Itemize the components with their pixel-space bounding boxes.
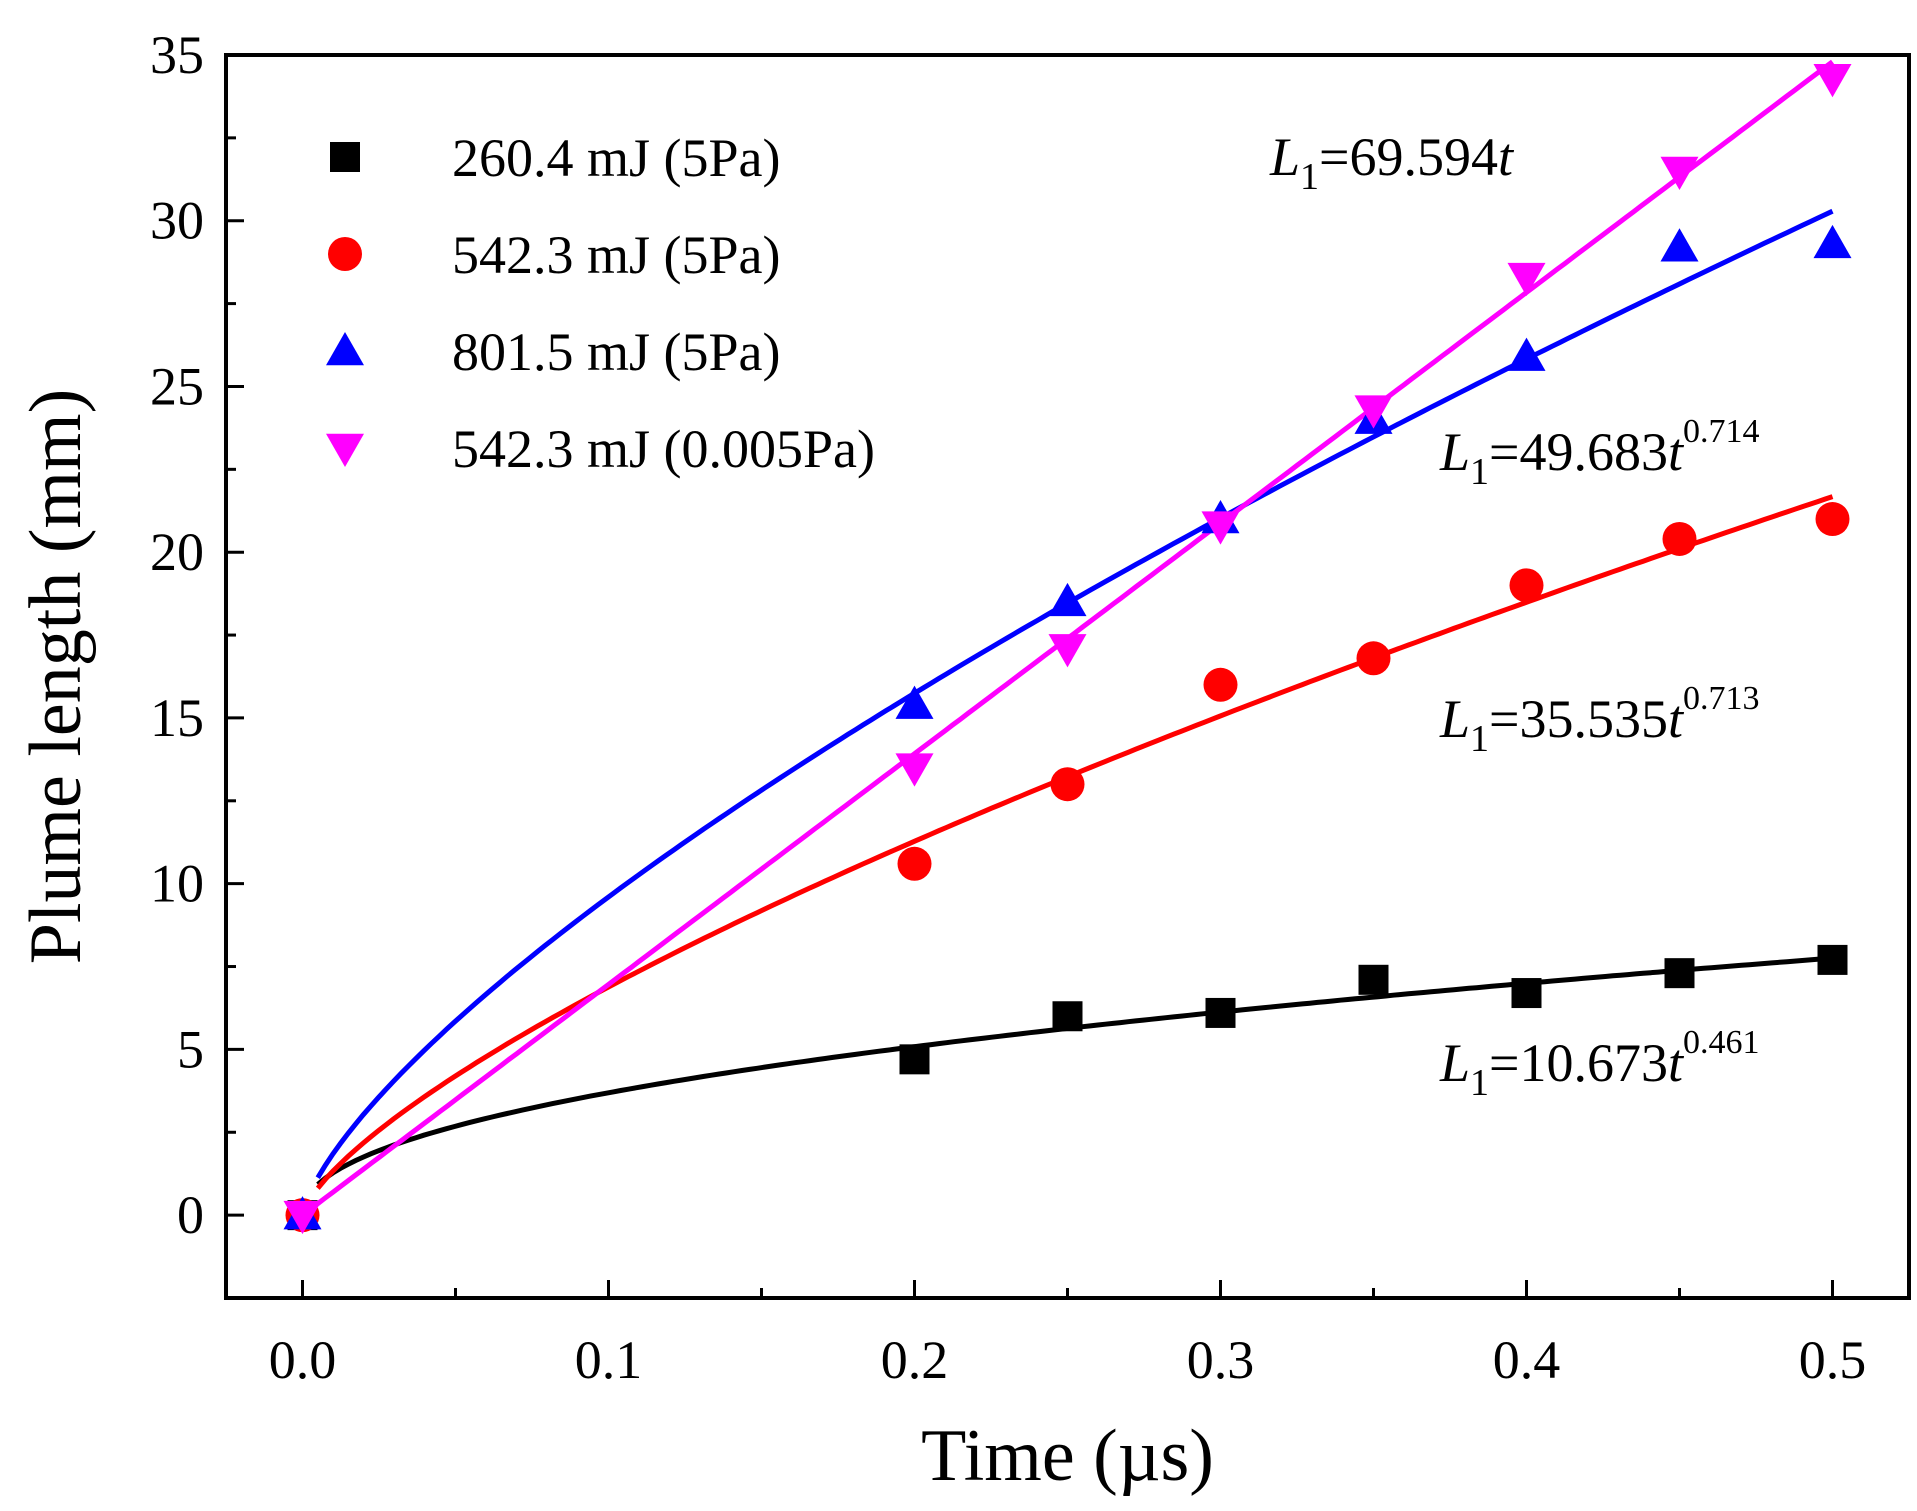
data-point bbox=[899, 1044, 930, 1075]
legend-marker bbox=[326, 332, 364, 366]
data-point bbox=[1813, 224, 1852, 259]
data-point bbox=[1050, 767, 1085, 802]
data-point bbox=[1507, 262, 1546, 297]
data-point bbox=[1201, 511, 1240, 545]
data-point bbox=[1356, 641, 1391, 676]
y-tick-label: 20 bbox=[150, 522, 204, 582]
legend-marker bbox=[326, 433, 364, 467]
fit-equation: L1=49.683t0.714 bbox=[1439, 413, 1760, 493]
legend-label: 260.4 mJ (5Pa) bbox=[452, 128, 780, 188]
fit-equation: L1=10.673t0.461 bbox=[1439, 1024, 1760, 1104]
data-point bbox=[897, 846, 932, 881]
y-tick-label: 0 bbox=[177, 1185, 204, 1245]
x-tick-label: 0.4 bbox=[1493, 1330, 1561, 1390]
x-tick-label: 0.5 bbox=[1799, 1330, 1867, 1390]
data-point bbox=[1660, 228, 1699, 262]
data-point bbox=[283, 1200, 322, 1235]
data-point bbox=[895, 685, 934, 719]
x-tick-label: 0.2 bbox=[881, 1330, 949, 1390]
data-point bbox=[895, 753, 934, 787]
data-point bbox=[1813, 63, 1852, 98]
x-axis-title: Time (µs) bbox=[921, 1415, 1214, 1497]
data-point bbox=[1354, 395, 1393, 429]
legend: 260.4 mJ (5Pa) 542.3 mJ (5Pa) 801.5 mJ (5P… bbox=[326, 128, 875, 479]
y-tick-label: 5 bbox=[177, 1019, 204, 1079]
legend-label: 542.3 mJ (0.005Pa) bbox=[452, 419, 875, 479]
legend-marker bbox=[330, 142, 360, 172]
data-point bbox=[1817, 944, 1848, 975]
x-tick-label: 0.0 bbox=[269, 1330, 337, 1390]
fit-annotations: L1=69.594t L1=49.683t0.714 L1=35.535t0.713… bbox=[1269, 127, 1760, 1104]
fit-equation: L1=69.594t bbox=[1269, 127, 1515, 198]
y-tick-label: 25 bbox=[150, 356, 204, 416]
legend-label: 801.5 mJ (5Pa) bbox=[452, 322, 780, 382]
legend-marker bbox=[328, 237, 362, 271]
y-tick-label: 35 bbox=[150, 25, 204, 85]
data-point bbox=[1203, 667, 1238, 702]
fit-equation: L1=35.535t0.713 bbox=[1439, 680, 1760, 760]
y-tick-label: 15 bbox=[150, 688, 204, 748]
y-tick-label: 30 bbox=[150, 191, 204, 251]
legend-label: 542.3 mJ (5Pa) bbox=[452, 225, 780, 285]
x-tick-label: 0.1 bbox=[575, 1330, 643, 1390]
x-tick-label: 0.3 bbox=[1187, 1330, 1255, 1390]
data-point bbox=[1660, 156, 1699, 191]
data-point bbox=[1358, 964, 1389, 995]
axis-ticks bbox=[226, 53, 1834, 1298]
data-point bbox=[1048, 582, 1087, 617]
data-point bbox=[1664, 958, 1695, 989]
data-point bbox=[1662, 521, 1697, 556]
data-point bbox=[1052, 1001, 1083, 1032]
tick-labels: 0.0 0.1 0.2 0.3 0.4 0.5 0 5 10 15 20 25 30 35 bbox=[150, 25, 1866, 1390]
data-point bbox=[1507, 337, 1546, 371]
y-axis-title: Plume length (mm) bbox=[15, 389, 97, 965]
data-point bbox=[1815, 502, 1850, 537]
data-point bbox=[1511, 978, 1542, 1009]
data-point bbox=[1509, 568, 1544, 603]
data-point bbox=[1048, 634, 1087, 668]
y-tick-label: 10 bbox=[150, 854, 204, 914]
data-point bbox=[1205, 997, 1236, 1028]
data-markers bbox=[283, 63, 1852, 1235]
